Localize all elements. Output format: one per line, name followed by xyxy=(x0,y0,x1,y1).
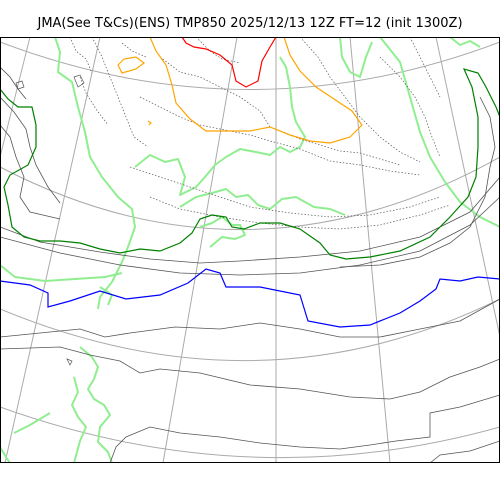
isotherm-green xyxy=(0,68,500,260)
isotherm-blue xyxy=(0,268,500,328)
dotted-isotherms xyxy=(69,37,451,230)
map-background xyxy=(0,37,500,463)
isotherm-orange-small xyxy=(117,56,145,74)
coastline xyxy=(0,37,500,463)
isotherm-orange-dot xyxy=(147,120,152,126)
parallel-lines xyxy=(0,41,500,459)
isotherm-orange xyxy=(149,37,363,144)
map-canvas xyxy=(0,37,500,463)
thin-isotherms xyxy=(0,66,500,463)
map-frame xyxy=(0,37,500,463)
small-islands xyxy=(15,74,85,366)
isotherm-red xyxy=(181,37,277,88)
meridian-lines xyxy=(0,37,500,463)
chart-title: JMA(See T&Cs)(ENS) TMP850 2025/12/13 12Z… xyxy=(37,16,463,31)
